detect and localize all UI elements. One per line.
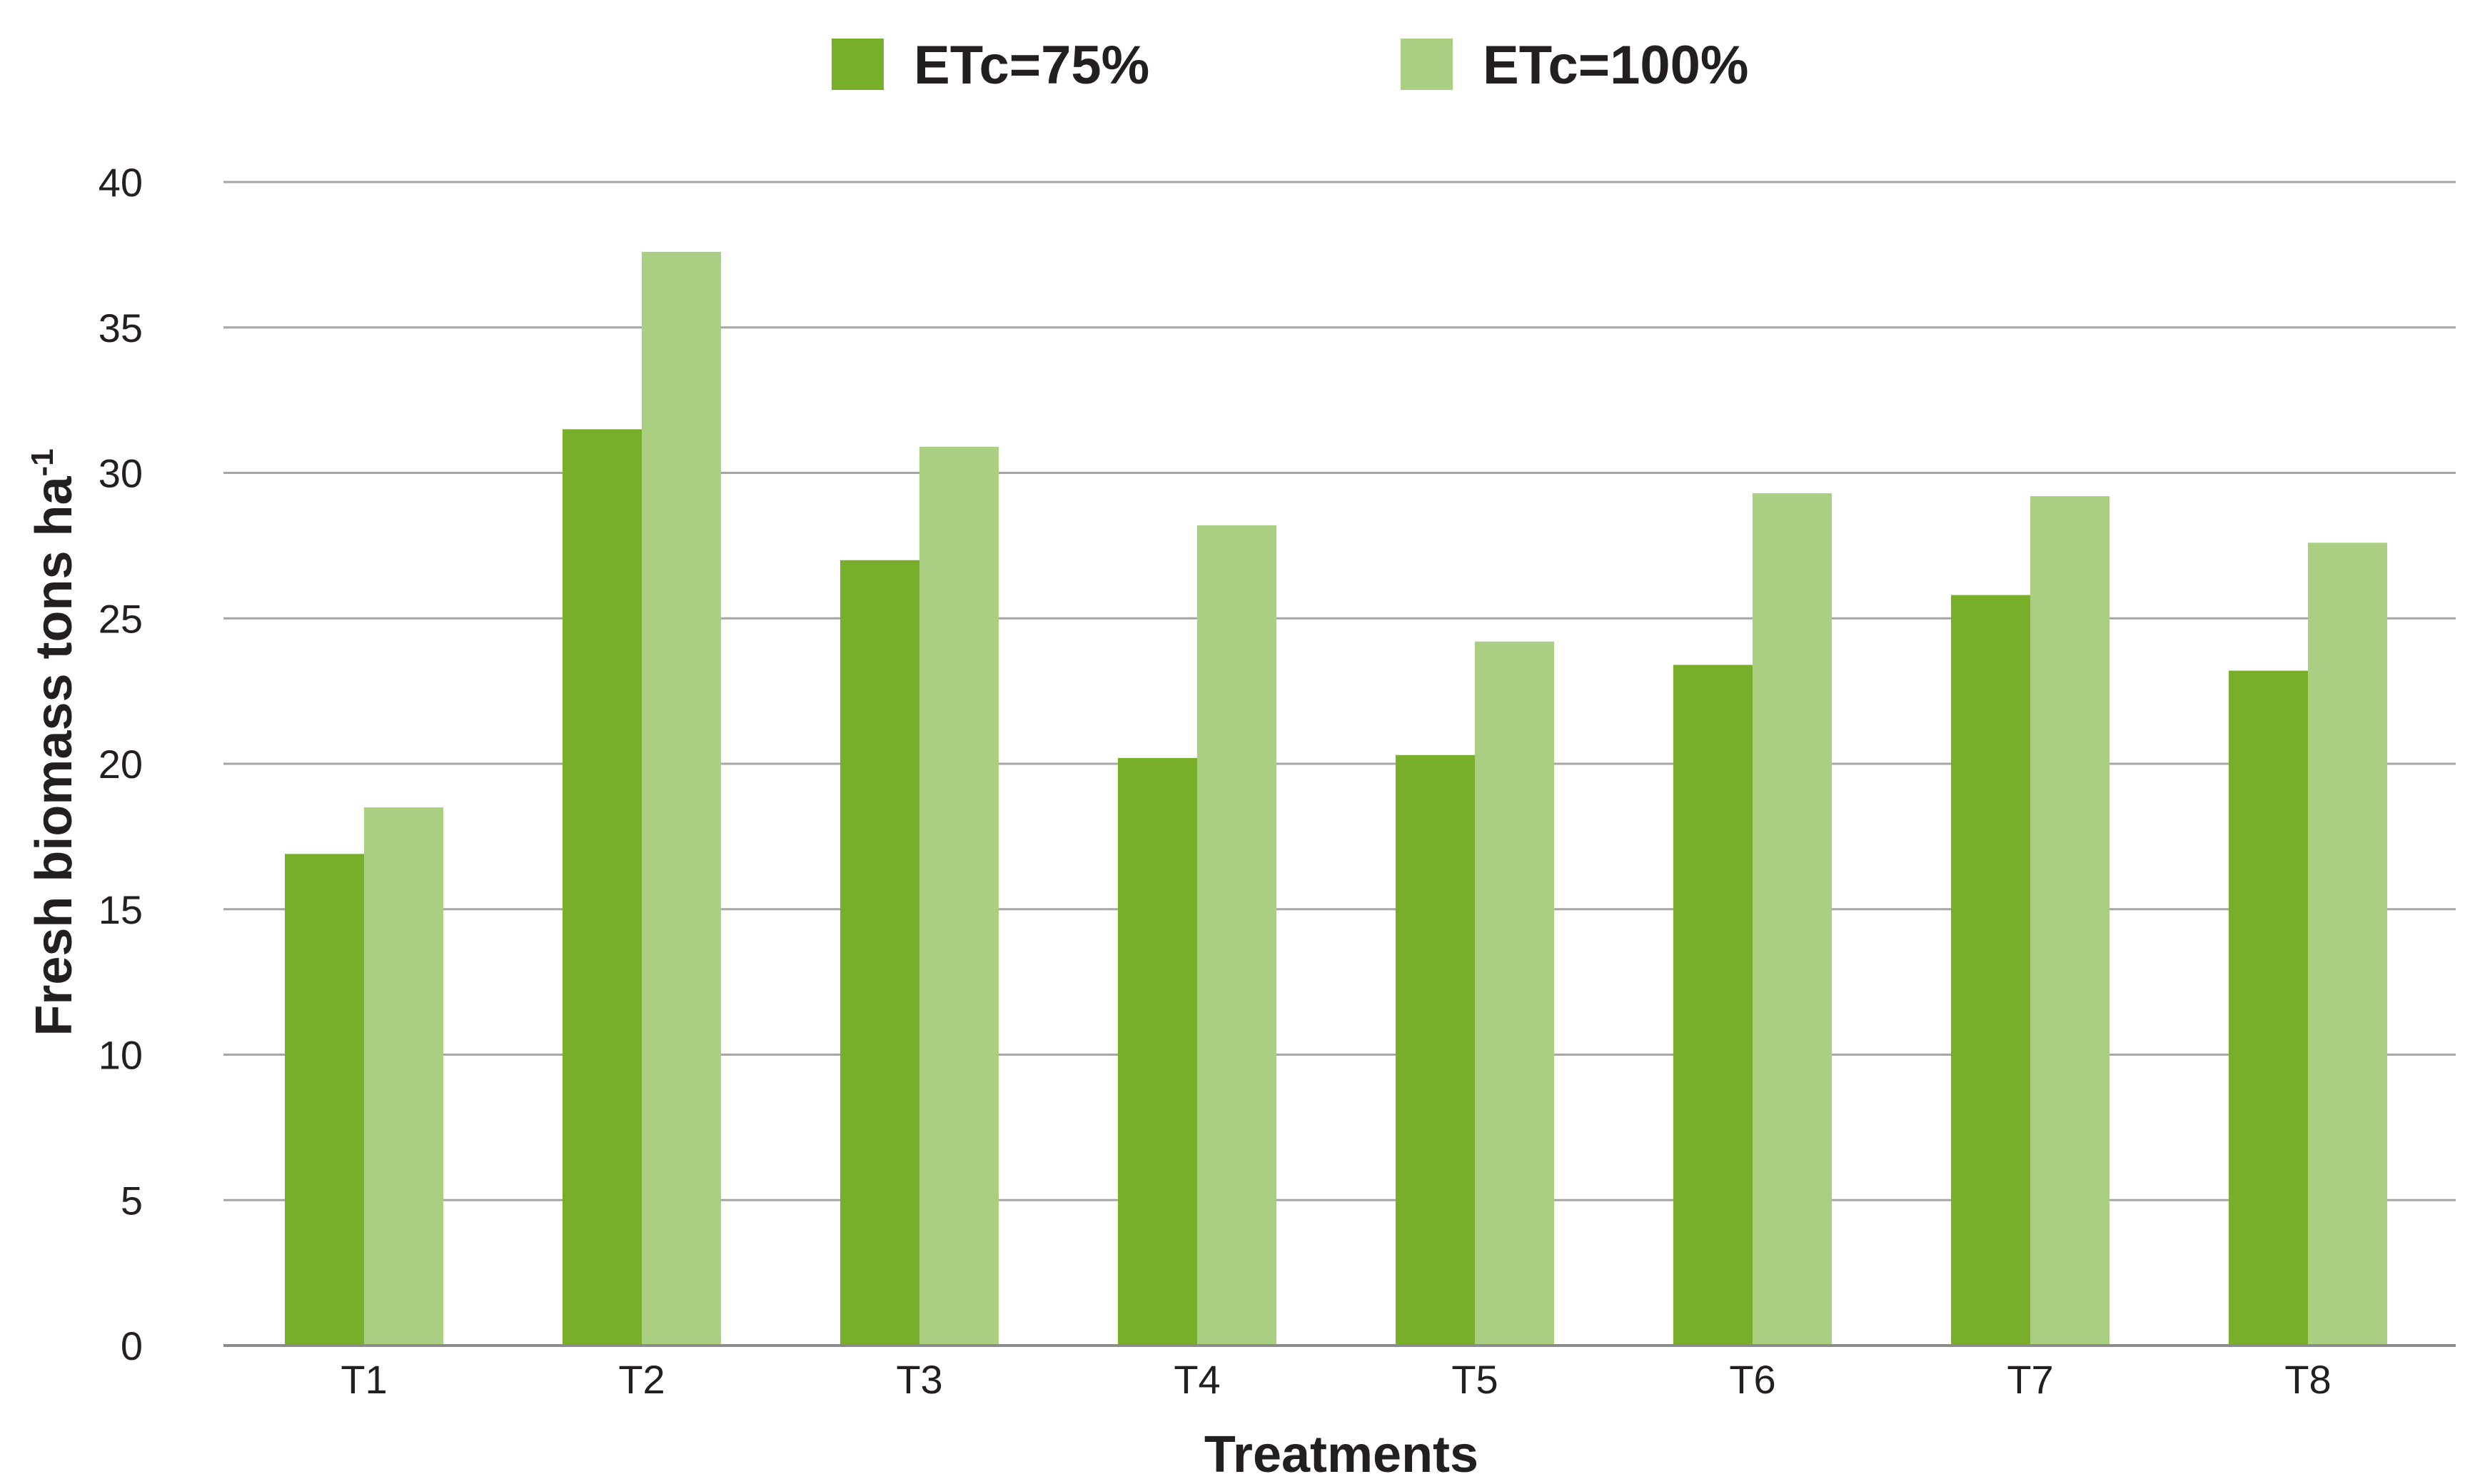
y-tick-label: 15: [99, 887, 143, 932]
bar-t4-series-2: [1197, 525, 1276, 1346]
legend: ETc=75% ETc=100%: [832, 35, 1749, 96]
x-tick-label: T4: [1174, 1357, 1220, 1402]
y-axis-ticks: 0 5 10 15 20 25 30 35 40: [99, 160, 143, 1368]
x-tick-label: T6: [1729, 1357, 1775, 1402]
y-tick-label: 35: [99, 306, 143, 350]
bar-t3-series-2: [919, 446, 999, 1346]
bar-t5-series-1: [1396, 754, 1475, 1346]
x-tick-label: T2: [618, 1357, 665, 1402]
bar-t8-series-2: [2308, 542, 2387, 1346]
bar-t1-series-1: [285, 854, 364, 1346]
y-tick-label: 10: [99, 1033, 143, 1078]
bar-t4-series-1: [1118, 757, 1197, 1346]
bar-t8-series-1: [2229, 670, 2308, 1346]
x-axis-title: Treatments: [1204, 1426, 1478, 1483]
bar-t2-series-2: [642, 251, 721, 1346]
y-tick-label: 30: [99, 451, 143, 496]
y-tick-label: 5: [121, 1178, 143, 1223]
bar-t3-series-1: [840, 560, 919, 1346]
y-axis-title: Fresh biomass tons ha-1: [25, 448, 83, 1036]
bar-t5-series-2: [1475, 641, 1554, 1346]
y-tick-label: 40: [99, 160, 143, 205]
y-tick-label: 25: [99, 596, 143, 641]
y-tick-label: 0: [121, 1323, 143, 1368]
legend-label-1: ETc=75%: [914, 35, 1149, 96]
y-tick-label: 20: [99, 742, 143, 787]
x-tick-label: T3: [896, 1357, 942, 1402]
y-axis-title-main: Fresh biomass tons ha: [26, 476, 83, 1036]
y-axis-title-superscript: -1: [25, 448, 60, 476]
bar-t7-series-2: [2030, 496, 2109, 1346]
x-tick-label: T1: [341, 1357, 387, 1402]
legend-swatch-2: [1401, 39, 1453, 90]
x-tick-label: T7: [2007, 1357, 2053, 1402]
bar-t7-series-1: [1951, 595, 2030, 1346]
legend-label-2: ETc=100%: [1483, 35, 1749, 96]
bar-t6-series-1: [1673, 665, 1753, 1346]
bar-t1-series-2: [364, 807, 443, 1346]
bar-t2-series-1: [563, 429, 642, 1346]
bar-t6-series-2: [1753, 493, 1832, 1346]
x-tick-label: T8: [2284, 1357, 2331, 1402]
legend-swatch-1: [832, 39, 884, 90]
gridlines: [223, 181, 2456, 1201]
x-tick-label: T5: [1451, 1357, 1498, 1402]
x-axis-ticks: T1 T2 T3 T4 T5 T6 T7 T8: [341, 1357, 2331, 1402]
bars: [285, 251, 2387, 1346]
